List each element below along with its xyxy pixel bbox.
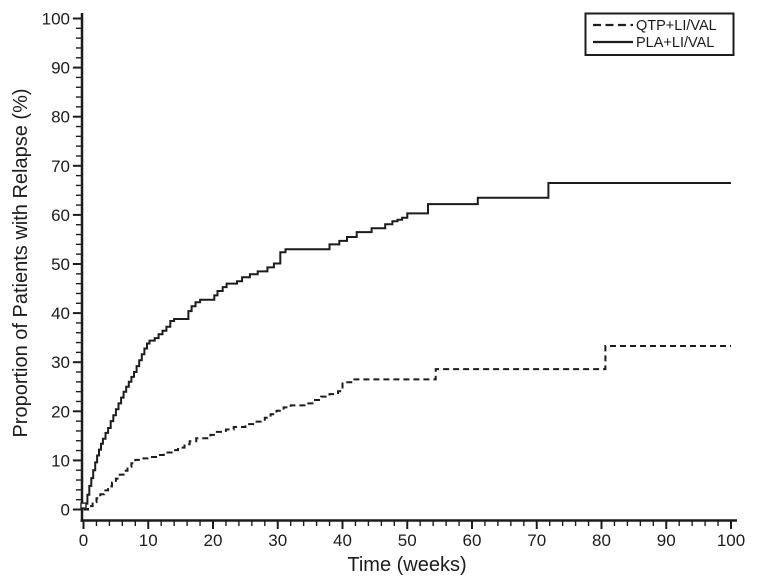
axes: 0 10 20 30 40 50 60 70 80 90 100 0 10 20 30 40 50 60 70 80 9… [42, 10, 746, 551]
curve-qtp-li-val [83, 345, 731, 511]
curve-pla-li-val [83, 182, 731, 511]
legend-label-qtp: QTP+LI/VAL [636, 18, 717, 34]
legend: QTP+LI/VAL PLA+LI/VAL [584, 12, 735, 56]
y-tick-label: 10 [51, 451, 70, 470]
y-tick-label: 90 [51, 59, 70, 78]
y-tick-label: 0 [61, 501, 70, 520]
x-tick-label: 60 [463, 531, 482, 550]
curves [80, 182, 731, 511]
y-axis-title: Proportion of Patients with Relapse (%) [10, 88, 32, 437]
x-tick-label: 80 [592, 531, 611, 550]
x-axis-title: Time (weeks) [347, 554, 466, 576]
x-tick-label: 40 [333, 531, 352, 550]
x-tick-label: 90 [657, 531, 676, 550]
y-tick-label: 70 [51, 157, 70, 176]
legend-box [584, 12, 735, 56]
x-tick-label: 70 [527, 531, 546, 550]
x-tick-label: 30 [268, 531, 287, 550]
x-tick-label: 100 [717, 531, 745, 550]
x-tick-label: 0 [79, 531, 88, 550]
x-tick-label: 50 [398, 531, 417, 550]
y-tick-label: 50 [51, 255, 70, 274]
y-tick-label: 40 [51, 304, 70, 323]
origin-marker [80, 502, 87, 509]
y-tick-label: 60 [51, 206, 70, 225]
y-tick-label: 30 [51, 353, 70, 372]
y-tick-label: 80 [51, 108, 70, 127]
x-tick-label: 20 [204, 531, 223, 550]
legend-label-pla: PLA+LI/VAL [636, 35, 714, 51]
y-tick-label: 20 [51, 402, 70, 421]
x-tick-label: 10 [139, 531, 158, 550]
y-tick-label: 100 [42, 10, 70, 29]
